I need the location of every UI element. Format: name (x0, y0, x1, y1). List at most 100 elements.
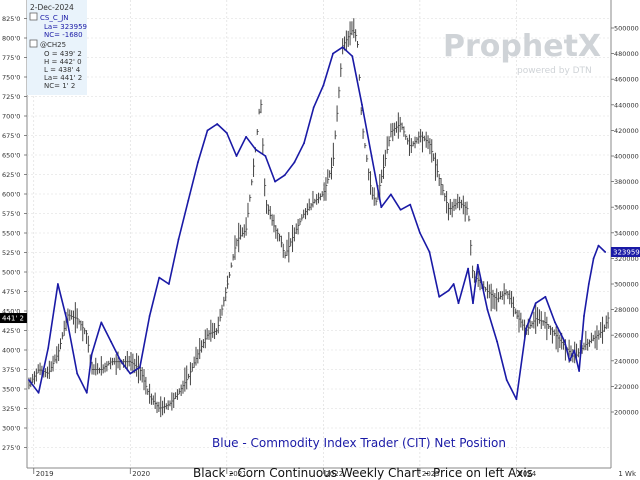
left-tick-label: 750'0 (2, 74, 20, 82)
cit-point (28, 379, 30, 381)
cit-point (56, 283, 59, 285)
right-tick-label: 220000 (614, 383, 639, 391)
left-tick-label: 375'0 (2, 366, 20, 374)
cit-point (505, 379, 508, 381)
cit-point (399, 208, 402, 211)
cit-point (447, 289, 450, 292)
blue-series-annotation: Blue - Commodity Index Trader (CIT) Net … (212, 436, 506, 450)
right-tick-label: 260000 (614, 332, 639, 340)
header-date: 2-Dec-2024 (30, 3, 74, 12)
cit-marker-label: 323959 (613, 249, 640, 257)
series1-checkbox[interactable] (29, 12, 38, 21)
cit-point (390, 193, 392, 196)
series1-last: La= 323959 (44, 23, 87, 31)
right-tick-label: 460000 (614, 76, 639, 84)
cit-point (332, 52, 334, 55)
cit-point (47, 347, 50, 349)
cit-point (563, 340, 566, 343)
cit-point (225, 132, 228, 134)
left-tick-label: 775'0 (2, 54, 20, 62)
x-tick-label: 2023 (422, 470, 440, 478)
right-tick-label: 360000 (614, 204, 639, 212)
right-tick-label: 280000 (614, 306, 639, 314)
logo-sub-text: powered by DTN (517, 66, 592, 76)
cit-series (28, 46, 607, 401)
cit-point (370, 155, 373, 157)
x-tick-label: 2022 (325, 470, 343, 478)
black-series-annotation: Black - Corn Continuous Weekly Chart - P… (193, 466, 533, 480)
series1-net-change: NC= -1680 (44, 31, 83, 39)
cit-point (312, 106, 315, 109)
cit-point (206, 129, 209, 132)
x-tick-label: 2021 (229, 470, 247, 478)
cit-point (587, 283, 590, 285)
cit-point (438, 295, 441, 298)
series2-symbol: @CH25 (40, 41, 66, 49)
cit-point (592, 257, 595, 260)
cit-point (322, 84, 325, 87)
left-tick-label: 575'0 (2, 210, 20, 218)
cit-point (139, 366, 141, 369)
series2-high: H = 442' 0 (44, 58, 82, 66)
right-tick-label: 480000 (614, 50, 639, 58)
cit-point (196, 161, 199, 164)
right-tick-label: 400000 (614, 153, 639, 161)
cit-point (361, 103, 363, 106)
left-tick-label: 450'0 (2, 308, 20, 316)
left-tick-label: 800'0 (2, 35, 20, 43)
series2-last: La= 441' 2 (44, 74, 82, 82)
left-tick-label: 350'0 (2, 386, 20, 394)
left-tick-label: 625'0 (2, 171, 20, 179)
legend-header: 2-Dec-2024 CS_C_JN La= 323959 NC= -1680 … (27, 0, 87, 95)
left-tick-label: 425'0 (2, 327, 20, 335)
price-marker-label: 441' 2 (2, 315, 24, 323)
cit-point (235, 155, 238, 157)
cit-point (515, 398, 518, 401)
cit-point (245, 135, 248, 138)
cit-point (274, 180, 276, 183)
cit-point (597, 244, 600, 247)
right-tick-label: 440000 (614, 101, 639, 109)
cit-point (303, 142, 305, 145)
left-tick-label: 675'0 (2, 132, 20, 140)
left-tick-label: 400'0 (2, 347, 20, 355)
logo-main-text: ProphetX (443, 29, 601, 64)
left-tick-label: 475'0 (2, 288, 20, 296)
left-tick-label: 650'0 (2, 152, 20, 160)
cit-point (486, 308, 489, 311)
cit-point (85, 391, 88, 394)
x-tick-label: 2019 (36, 470, 54, 478)
cit-point (167, 283, 170, 285)
left-price-axis: 275'0 300'0 325'0 350'0 375'0 400'0 425'0 450'0… (2, 15, 27, 452)
right-cit-axis: 200000 220000 240000 260000 280000 300000 3200… (611, 25, 639, 417)
left-tick-label: 600'0 (2, 191, 20, 199)
right-tick-label: 240000 (614, 357, 639, 365)
right-tick-label: 320000 (614, 255, 639, 263)
cit-point (554, 321, 556, 324)
left-tick-label: 325'0 (2, 405, 20, 413)
cit-point (187, 199, 190, 202)
cit-last-marker: 323959 (611, 247, 640, 257)
left-tick-label: 525'0 (2, 249, 20, 257)
cit-point (264, 155, 267, 157)
cit-point (496, 340, 498, 343)
cit-point (476, 263, 479, 266)
x-axis: 2019 2020 2021 2022 2023 2024 (33, 468, 537, 478)
grid (26, 0, 612, 469)
series2-net-change: NC= 1' 2 (44, 82, 75, 90)
cit-point (604, 251, 607, 253)
series2-checkbox[interactable] (29, 39, 38, 48)
cit-point (119, 359, 122, 362)
right-tick-label: 200000 (614, 409, 639, 417)
cit-point (216, 123, 219, 125)
cit-point (472, 302, 474, 305)
left-tick-label: 550'0 (2, 230, 20, 238)
cit-point (578, 370, 581, 372)
cit-point (544, 295, 547, 298)
cit-point (457, 302, 460, 305)
series2-low: L = 438' 4 (44, 66, 81, 74)
price-bars (28, 18, 610, 418)
price-last-marker: 441' 2 (0, 313, 27, 324)
